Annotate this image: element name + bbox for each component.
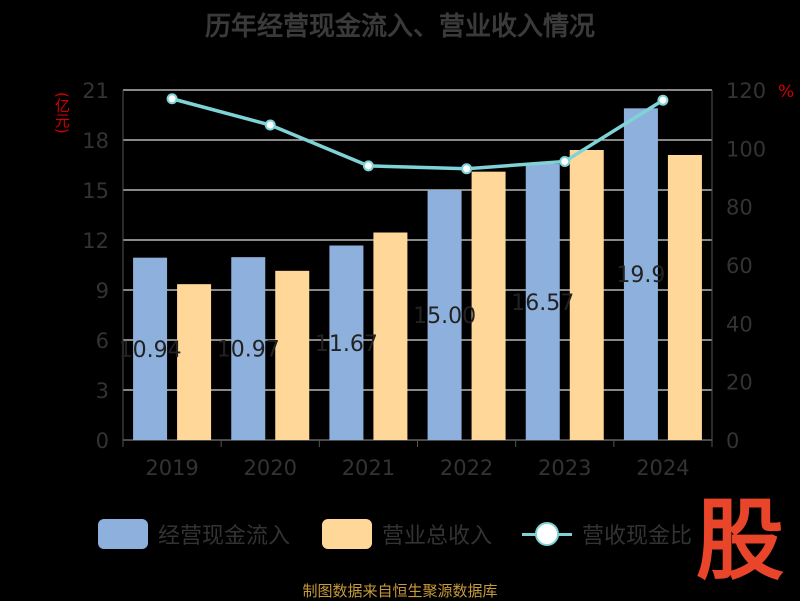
y-right-tick-label: 80 [726,196,753,220]
data-label-cash-inflow: 19.9 [616,263,665,288]
legend-label-ratio: 营收现金比 [582,524,693,549]
bar-revenue [667,155,702,440]
legend-swatch-revenue [322,519,372,549]
bar-cash-inflow [623,108,658,440]
y-left-tick-label: 9 [96,279,109,303]
legend-item-cash-inflow[interactable]: 经营现金流入 [98,516,290,552]
left-axis-unit: (亿元) [53,92,71,134]
y-left-tick-label: 18 [82,129,109,153]
bar-revenue [373,232,408,440]
data-label-cash-inflow: 11.67 [315,332,378,357]
chart-title: 历年经营现金流入、营业收入情况 [204,12,595,42]
legend: 经营现金流入 营业总收入 营收现金比 [0,516,800,556]
y-right-tick-label: 100 [726,137,766,161]
y-left-tick-label: 21 [82,79,109,103]
x-tick-label: 2019 [145,456,198,480]
bar-revenue [569,150,604,440]
brand-watermark: 股 [695,489,784,592]
data-label-cash-inflow: 10.94 [119,338,182,363]
point-ratio [559,155,571,167]
legend-swatch-cash-inflow [98,519,148,549]
bar-cash-inflow [427,190,462,440]
data-source: 制图数据来自恒生聚源数据库 [302,582,498,600]
bar-cash-inflow [525,163,560,441]
legend-item-ratio[interactable]: 营收现金比 [522,516,692,552]
point-ratio [362,160,374,172]
legend-swatch-ratio [522,519,572,549]
point-ratio [461,163,473,175]
point-ratio [657,94,669,106]
y-right-tick-label: 120 [726,79,766,103]
point-ratio [166,93,178,105]
right-axis-unit: % [778,82,795,102]
legend-label-cash-inflow: 经营现金流入 [158,524,291,549]
bar-cash-inflow [133,257,168,440]
data-label-cash-inflow: 10.97 [217,338,280,363]
x-tick-label: 2024 [636,456,689,480]
x-tick-label: 2021 [342,456,395,480]
y-right-tick-label: 20 [726,371,753,395]
y-left-tick-label: 12 [82,229,109,253]
y-right-tick-label: 40 [726,312,753,336]
data-label-cash-inflow: 15.00 [413,304,476,329]
bar-revenue [471,171,506,440]
y-left-tick-label: 15 [82,179,109,203]
y-left-tick-label: 6 [96,329,109,353]
data-label-cash-inflow: 16.57 [511,291,574,316]
line-ratio [171,97,664,171]
x-tick-label: 2020 [244,456,297,480]
bar-cash-inflow [231,257,266,440]
legend-item-revenue[interactable]: 营业总收入 [322,516,492,552]
y-left-tick-label: 0 [96,429,109,453]
x-tick-label: 2023 [538,456,591,480]
bar-cash-inflow [329,245,364,440]
bar-revenue [275,270,310,440]
bar-revenue [177,284,212,440]
legend-label-revenue: 营业总收入 [382,524,493,549]
y-right-tick-label: 0 [726,429,739,453]
y-right-tick-label: 60 [726,254,753,278]
y-left-tick-label: 3 [96,379,109,403]
point-ratio [264,119,276,131]
x-tick-label: 2022 [440,456,493,480]
